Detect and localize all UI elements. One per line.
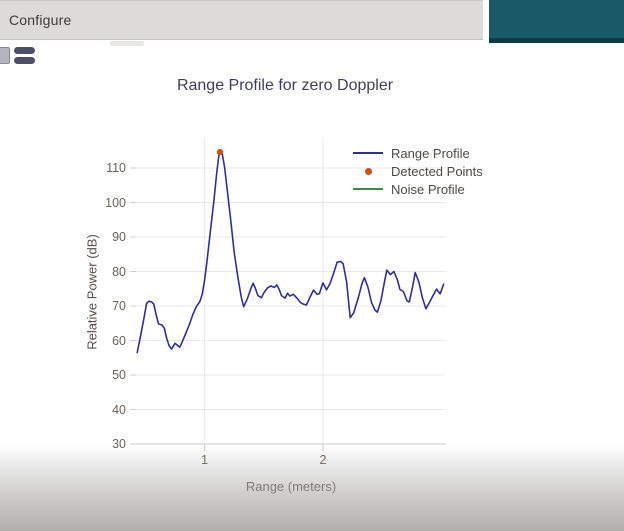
y-tick-label: 40 <box>112 402 126 417</box>
x-axis-title: Range (meters) <box>245 479 337 494</box>
y-tick-label: 100 <box>105 195 126 210</box>
y-tick-label: 110 <box>106 161 126 175</box>
legend-label: Noise Profile <box>391 181 465 197</box>
y-tick-label: 70 <box>112 299 126 313</box>
legend-item-noise-profile[interactable]: Noise Profile <box>353 180 483 198</box>
x-tick-label: 1 <box>201 453 209 467</box>
header-teal-panel <box>489 0 624 43</box>
y-tick-label: 90 <box>112 230 126 244</box>
range-profile-line-swatch <box>353 152 383 154</box>
legend-label: Detected Points <box>391 163 483 179</box>
y-tick-label: 60 <box>112 333 126 348</box>
y-tick-label: 50 <box>112 368 126 382</box>
y-tick-label: 80 <box>112 264 126 279</box>
list-bars-icon[interactable] <box>14 47 36 64</box>
list-bars-icon-bar <box>14 47 35 54</box>
list-bars-icon-bar <box>14 57 35 64</box>
series-range-profile <box>136 152 445 354</box>
x-tick-label: 2 <box>319 453 327 467</box>
chart-legend: Range Profile Detected Points Noise Prof… <box>353 144 483 198</box>
noise-profile-line-swatch <box>353 188 383 190</box>
chart-title: Range Profile for zero Doppler <box>176 77 394 94</box>
tab-configure[interactable]: Configure <box>9 12 72 28</box>
y-tick-label: 30 <box>112 437 126 451</box>
legend-item-detected-points[interactable]: Detected Points <box>353 162 483 180</box>
legend-label: Range Profile <box>391 145 470 161</box>
tab-sliver <box>110 41 144 46</box>
legend-item-range-profile[interactable]: Range Profile <box>353 144 483 162</box>
partial-square-icon[interactable] <box>0 47 10 64</box>
detected-point-marker <box>216 148 224 156</box>
range-profile-plot[interactable] <box>128 138 448 452</box>
tab-bar: Configure <box>0 0 483 40</box>
detected-points-dot-swatch <box>353 167 383 175</box>
